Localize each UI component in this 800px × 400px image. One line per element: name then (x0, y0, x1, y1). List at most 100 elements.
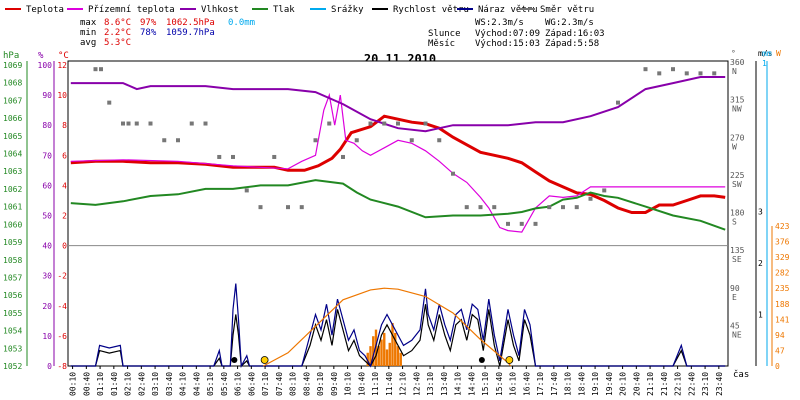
stats-ws: WS:2.3m/s (475, 18, 524, 28)
tick-wm2-7: 94 (775, 331, 785, 340)
x-tick-39: 19:40 (605, 372, 614, 396)
tick-wm2-8: 47 (775, 346, 785, 355)
tick-hpa-16: 1053 (3, 344, 22, 353)
x-tick-34: 17:10 (536, 372, 545, 396)
wind-direction-point (176, 138, 180, 143)
moon-marker-0 (231, 357, 238, 363)
tick-pct-3: 70 (42, 151, 52, 160)
wind-direction-point (396, 121, 400, 126)
moon-set: Západ:5:58 (545, 39, 599, 49)
radiation-bar (372, 336, 375, 366)
sun-set: Západ:16:03 (545, 29, 605, 39)
tick-ms-0: 3 (758, 208, 763, 217)
wind-direction-point (99, 67, 103, 72)
stats-row-label-0: max (80, 18, 97, 28)
x-tick-43: 21:40 (660, 372, 669, 396)
stats-pres-0: 1062.5hPa (166, 18, 215, 28)
x-tick-8: 04:10 (179, 372, 188, 396)
wind-direction-point (451, 171, 455, 176)
x-tick-26: 13:10 (426, 372, 435, 396)
series-line-1 (70, 92, 726, 233)
tick-wm2-1: 376 (775, 238, 790, 247)
tick-degc-3: 6 (62, 151, 67, 160)
tick-degc-0: 12 (57, 61, 67, 70)
x-tick-37: 18:40 (577, 372, 586, 396)
radiation-bar (380, 339, 383, 366)
moon-label: Měsíc (428, 39, 455, 49)
x-tick-35: 17:40 (550, 372, 559, 396)
tick-deg-3: 225 (730, 171, 745, 180)
stats-hum-0: 97% (140, 18, 157, 28)
tick-pct-7: 30 (42, 272, 52, 281)
wind-direction-point (671, 67, 675, 72)
stats-temp-1: 2.2°C (104, 28, 131, 38)
stats-row-label-2: avg (80, 38, 96, 48)
tick-pct-1: 90 (42, 91, 52, 100)
wind-direction-point (272, 154, 277, 159)
radiation-bar (391, 322, 394, 366)
tick-degc-5: 2 (62, 212, 67, 221)
wind-direction-point (519, 221, 524, 226)
wind-direction-point (126, 121, 131, 126)
radiation-bar (374, 329, 378, 366)
tick-deg-5: 135 (730, 246, 745, 255)
wind-direction-point (162, 138, 167, 143)
tick-dir-2: W (732, 142, 737, 151)
tick-pct-9: 10 (42, 332, 52, 341)
axes: hPa% °C1069106810671066106510641063106210… (3, 49, 790, 371)
sun-marker-0 (260, 356, 269, 364)
x-tick-21: 10:40 (357, 372, 366, 396)
wind-direction-point (588, 196, 593, 201)
x-tick-47: 23:40 (715, 372, 724, 396)
legend: Teplota Přízemní teplota Vlhkost Tlak Srážky… (5, 5, 594, 15)
x-tick-38: 19:10 (591, 372, 600, 396)
axis-mm-unit: mm (762, 49, 772, 58)
x-tick-1: 00:40 (82, 372, 91, 396)
tick-mm-0: 1 (762, 59, 767, 68)
x-tick-32: 16:10 (509, 372, 518, 396)
x-tick-46: 23:10 (701, 372, 710, 396)
wind-direction-point (258, 205, 263, 210)
wind-direction-point (712, 71, 717, 76)
x-tick-19: 09:40 (330, 372, 339, 396)
x-tick-18: 09:10 (316, 372, 325, 396)
tick-hpa-7: 1062 (3, 185, 22, 194)
tick-degc-2: 8 (62, 121, 67, 130)
sun-label: Slunce (428, 29, 461, 39)
tick-deg-7: 45 (730, 321, 740, 330)
x-tick-16: 08:10 (289, 372, 298, 396)
x-axis-label: čas (733, 369, 749, 380)
tick-dir-3: SW (732, 180, 742, 189)
stats-pres-1: 1059.7hPa (166, 28, 215, 38)
wind-direction-point (561, 205, 565, 210)
moon-rise: Východ:15:03 (475, 39, 540, 49)
radiation-bar (366, 352, 369, 366)
tick-hpa-2: 1067 (3, 96, 22, 105)
x-tick-20: 10:10 (344, 372, 353, 396)
plot-area (67, 60, 729, 367)
legend-label-6: Náraz větru (478, 5, 538, 15)
wind-direction-point (533, 221, 538, 226)
wind-direction-point (189, 121, 194, 126)
x-tick-31: 15:40 (495, 372, 504, 396)
series-line-5 (70, 283, 726, 369)
tick-deg-2: 270 (730, 133, 745, 142)
sun-marker-1 (505, 356, 514, 364)
x-tick-7: 03:40 (165, 372, 174, 396)
radiation-bar (396, 346, 400, 366)
legend-label-0: Teplota (26, 5, 64, 15)
tick-degc-7: -2 (57, 272, 67, 281)
x-tick-28: 14:10 (454, 372, 463, 396)
x-tick-2: 01:10 (96, 372, 105, 396)
stats-rain-0: 0.0mm (228, 18, 255, 28)
tick-dir-1: NW (732, 105, 742, 114)
wind-direction-point (93, 67, 98, 72)
x-tick-17: 08:40 (302, 372, 311, 396)
x-tick-11: 05:40 (220, 372, 229, 396)
x-tick-45: 22:40 (687, 372, 696, 396)
wind-direction-point (217, 154, 222, 159)
x-tick-41: 20:40 (632, 372, 641, 396)
tick-degc-6: 0 (62, 242, 67, 251)
tick-degc-9: -6 (57, 332, 67, 341)
tick-wm2-0: 423 (775, 222, 790, 231)
